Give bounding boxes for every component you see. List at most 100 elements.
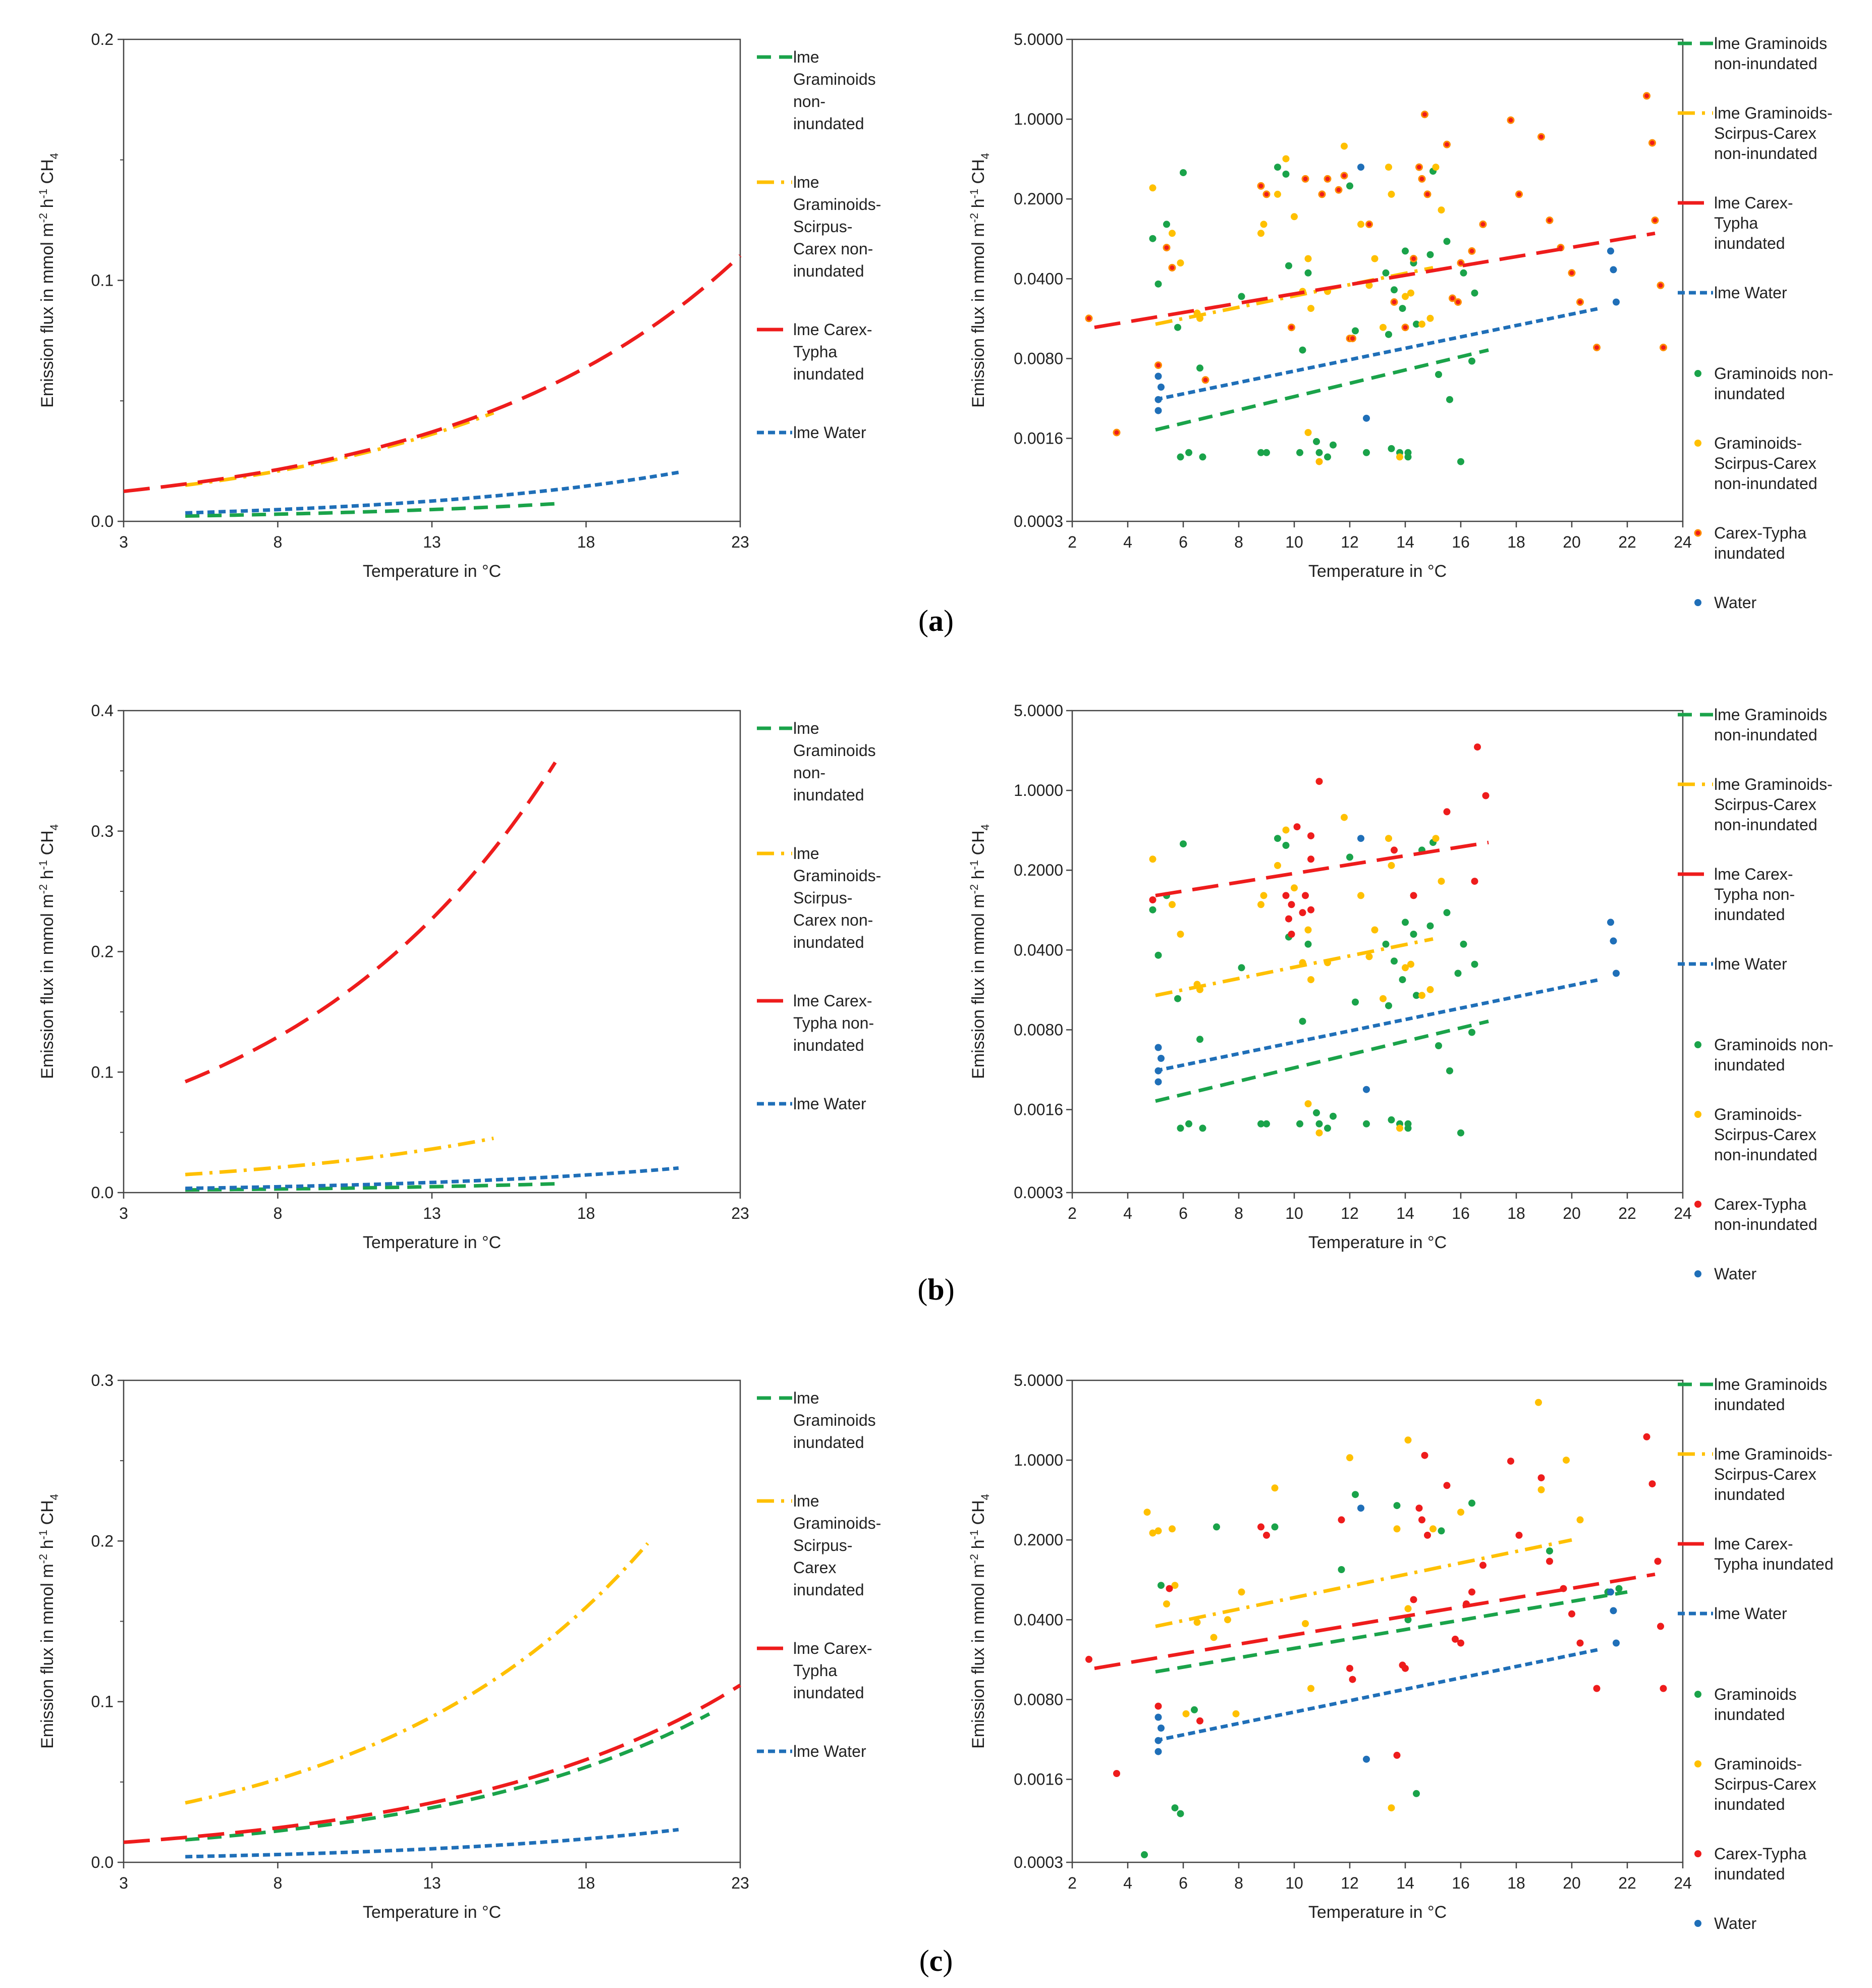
series-line-water	[185, 1828, 679, 1859]
data-point	[1415, 1505, 1423, 1512]
legend-label: Typha non-	[1714, 885, 1795, 903]
data-point	[1238, 293, 1245, 300]
data-point	[1479, 220, 1487, 228]
data-point	[1443, 808, 1451, 816]
data-point	[1593, 1685, 1601, 1692]
points-graminoids	[1149, 835, 1478, 1137]
trend-line-scirpus	[1155, 265, 1434, 326]
data-point	[1304, 255, 1312, 262]
data-point	[1288, 324, 1295, 332]
data-point	[1149, 1529, 1157, 1537]
data-point	[1282, 171, 1290, 178]
data-point	[1154, 1748, 1162, 1755]
chart-c-left: 0.0 0.1 0.2 0.3 3 8 13 18 23 Temperature in °C Emi…	[37, 1371, 881, 1922]
data-point	[1357, 835, 1364, 842]
data-point	[1660, 344, 1667, 351]
data-point	[1315, 1120, 1323, 1127]
y-tick-label: 0.2000	[1014, 1531, 1063, 1549]
y-tick-label: 0.0003	[1014, 512, 1063, 530]
y-axis-label: Emission flux in mmol m-2 h-1 CH4	[37, 153, 61, 408]
legend-dot-carex	[1694, 1201, 1701, 1208]
data-point	[1426, 922, 1434, 930]
x-tick-label: 16	[1452, 533, 1470, 551]
data-point	[1363, 1120, 1370, 1127]
series-line-graminoids	[185, 1712, 710, 1842]
data-point	[1324, 453, 1331, 461]
legend-label: inundated	[793, 115, 864, 133]
data-point	[1257, 230, 1264, 237]
legend-label: Typha non-	[793, 1014, 874, 1032]
x-tick-label: 22	[1618, 1874, 1636, 1892]
legend-dot-graminoids	[1694, 370, 1701, 377]
legend-label: inundated	[1714, 1705, 1785, 1724]
series-line-graminoids	[185, 1182, 556, 1192]
data-point	[1404, 1616, 1412, 1624]
data-point	[1363, 1755, 1370, 1763]
plot-frame	[123, 1379, 741, 1863]
data-point	[1346, 853, 1353, 861]
data-point	[1418, 1516, 1425, 1524]
data-point	[1154, 361, 1162, 369]
data-point	[1149, 235, 1157, 242]
data-point	[1201, 376, 1209, 384]
data-point	[1338, 1566, 1345, 1573]
data-point	[1391, 957, 1398, 965]
data-point	[1357, 892, 1364, 899]
data-point	[1263, 449, 1270, 456]
data-point	[1180, 169, 1187, 177]
data-point	[1393, 1525, 1401, 1533]
y-tick-label: 0.3	[91, 822, 114, 840]
legend-label: lme Water	[793, 1095, 866, 1113]
x-tick-label: 18	[1507, 1204, 1525, 1222]
data-point	[1143, 1509, 1151, 1516]
data-point	[1177, 1810, 1184, 1817]
legend-dot-scirpus	[1694, 1111, 1701, 1118]
data-point	[1282, 842, 1290, 849]
legend-label: inundated	[793, 1684, 864, 1702]
x-tick-label: 10	[1285, 1874, 1303, 1892]
data-point	[1413, 320, 1420, 328]
data-point	[1149, 906, 1157, 914]
data-point	[1388, 1116, 1395, 1123]
data-point	[1158, 1582, 1165, 1589]
legend-dot-water	[1694, 1920, 1701, 1927]
data-point	[1260, 221, 1268, 228]
data-point	[1168, 263, 1176, 272]
data-point	[1193, 1619, 1201, 1626]
legend-label: non-inundated	[1714, 474, 1818, 493]
data-point	[1537, 133, 1545, 141]
legend-label: Graminoids	[1714, 1685, 1797, 1703]
y-axis-label: Emission flux in mmol m-2 h-1 CH4	[37, 824, 61, 1079]
data-point	[1546, 1557, 1553, 1565]
data-point	[1163, 244, 1171, 252]
legend-dot-water	[1694, 599, 1701, 606]
data-point	[1257, 901, 1264, 908]
x-tick-label: 22	[1618, 533, 1636, 551]
y-tick-label: 0.2	[91, 30, 114, 48]
y-axis-label: Emission flux in mmol m-2 h-1 CH4	[968, 824, 992, 1079]
data-point	[1460, 269, 1467, 277]
x-tick-label: 16	[1452, 1874, 1470, 1892]
legend-label: Typha	[1714, 214, 1758, 232]
data-point	[1166, 1585, 1173, 1592]
y-tick-label: 1.0000	[1014, 781, 1063, 799]
data-point	[1365, 953, 1373, 960]
x-tick-label: 18	[577, 1874, 595, 1892]
data-point	[1158, 384, 1165, 391]
legend-label: Carex	[793, 1559, 836, 1577]
data-point	[1293, 823, 1301, 831]
data-point	[1576, 1516, 1584, 1524]
data-point	[1113, 428, 1121, 437]
points-graminoids	[1141, 1491, 1623, 1858]
y-tick-label: 0.0400	[1014, 941, 1063, 959]
y-tick-label: 0.0016	[1014, 1101, 1063, 1119]
trend-line-water	[1155, 1647, 1600, 1743]
data-point	[1432, 835, 1440, 842]
legend-label: Graminoids	[793, 70, 876, 88]
data-point	[1613, 1639, 1620, 1647]
data-point	[1391, 846, 1398, 854]
legend-label: Scirpus-Carex	[1714, 795, 1816, 814]
legend-label: lme Carex-	[1714, 865, 1793, 883]
legend-dot-carex	[1694, 1850, 1701, 1857]
data-point	[1346, 1454, 1353, 1462]
